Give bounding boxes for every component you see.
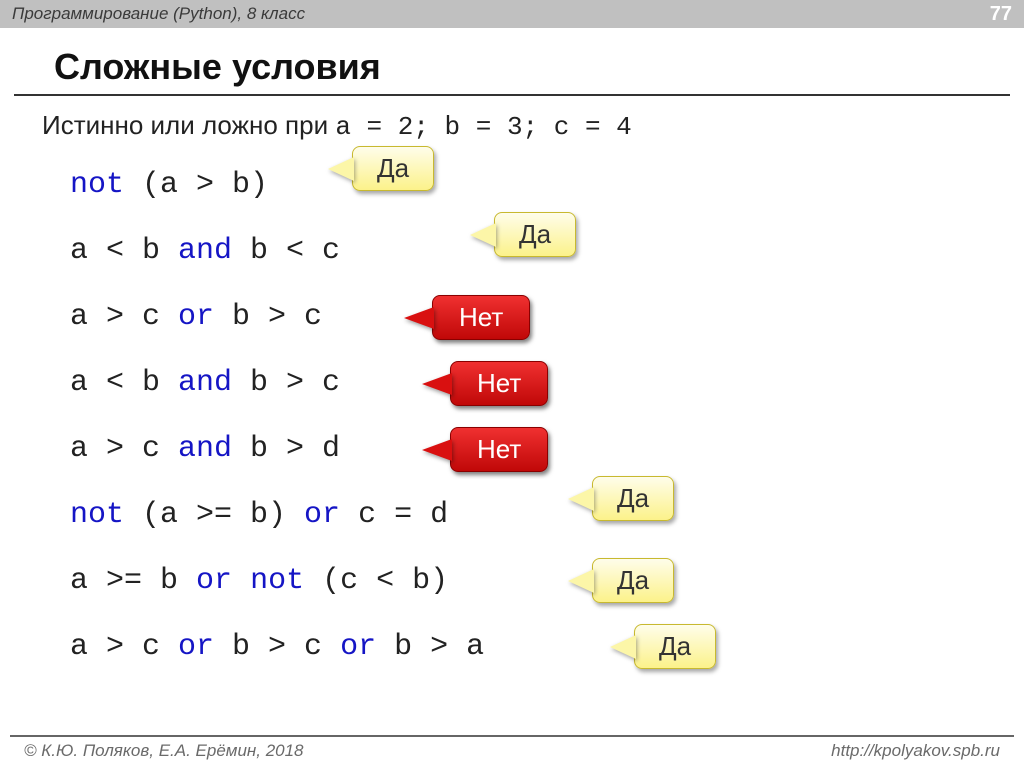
callout-arrow-icon: [470, 223, 496, 247]
callout-label: Нет: [432, 295, 530, 340]
expression-row: a < b and b < cДа: [70, 218, 1024, 284]
callout-arrow-icon: [568, 569, 594, 593]
page-number: 77: [990, 3, 1012, 26]
callout-arrow-icon: [404, 307, 434, 329]
callout-label: Да: [352, 146, 434, 191]
slide-subtitle: Истинно или ложно при a = 2; b = 3; c = …: [0, 96, 1024, 148]
answer-no-callout: Нет: [422, 361, 548, 406]
expression-row: a > c and b > d Нет: [70, 416, 1024, 482]
callout-label: Нет: [450, 361, 548, 406]
answer-yes-callout: Да: [568, 476, 674, 521]
slide-footer: © К.Ю. Поляков, Е.А. Ерёмин, 2018 http:/…: [10, 735, 1014, 767]
expression-text: a > c or b > c or b > a: [70, 630, 484, 664]
expression-list: not (a > b)Даa < b and b < cДаa > c or b…: [0, 148, 1024, 680]
subtitle-prefix: Истинно или ложно при: [42, 110, 335, 140]
answer-yes-callout: Да: [610, 624, 716, 669]
expression-row: a >= b or not (c < b) Да: [70, 548, 1024, 614]
subtitle-values: a = 2; b = 3; c = 4: [335, 112, 631, 142]
expression-text: a < b and b > c: [70, 366, 340, 400]
callout-arrow-icon: [422, 373, 452, 395]
footer-url: http://kpolyakov.spb.ru: [831, 741, 1000, 761]
callout-arrow-icon: [568, 487, 594, 511]
expression-row: a > c or b > c or b > a Да: [70, 614, 1024, 680]
expression-row: not (a >= b) or c = dДа: [70, 482, 1024, 548]
answer-yes-callout: Да: [470, 212, 576, 257]
callout-arrow-icon: [422, 439, 452, 461]
expression-text: a < b and b < c: [70, 234, 340, 268]
slide-title: Сложные условия: [14, 28, 1010, 96]
footer-copyright: © К.Ю. Поляков, Е.А. Ерёмин, 2018: [24, 741, 304, 761]
answer-no-callout: Нет: [422, 427, 548, 472]
expression-row: a < b and b > c Нет: [70, 350, 1024, 416]
expression-text: a >= b or not (c < b): [70, 564, 448, 598]
answer-no-callout: Нет: [404, 295, 530, 340]
callout-arrow-icon: [328, 157, 354, 181]
expression-text: a > c and b > d: [70, 432, 340, 466]
callout-label: Нет: [450, 427, 548, 472]
callout-arrow-icon: [610, 635, 636, 659]
callout-label: Да: [494, 212, 576, 257]
expression-row: a > c or b > c Нет: [70, 284, 1024, 350]
expression-text: not (a > b): [70, 168, 268, 202]
answer-yes-callout: Да: [568, 558, 674, 603]
expression-row: not (a > b)Да: [70, 152, 1024, 218]
callout-label: Да: [592, 476, 674, 521]
expression-text: a > c or b > c: [70, 300, 322, 334]
header-left: Программирование (Python), 8 класс: [12, 4, 305, 24]
callout-label: Да: [592, 558, 674, 603]
callout-label: Да: [634, 624, 716, 669]
answer-yes-callout: Да: [328, 146, 434, 191]
expression-text: not (a >= b) or c = d: [70, 498, 448, 532]
slide-header: Программирование (Python), 8 класс 77: [0, 0, 1024, 28]
